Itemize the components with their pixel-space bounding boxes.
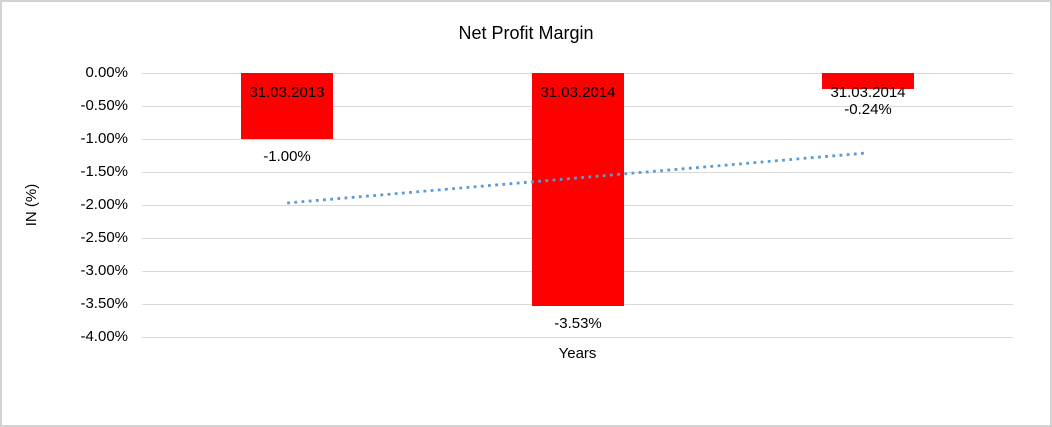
chart-title: Net Profit Margin <box>458 23 594 43</box>
y-tick-label: 0.00% <box>85 64 128 81</box>
bar-category-label: 31.03.2014 <box>540 84 616 101</box>
y-tick-label: -1.50% <box>80 163 128 180</box>
bar-value-label: -0.24% <box>844 101 892 118</box>
y-tick-label: -4.00% <box>80 328 128 345</box>
bar <box>532 73 624 306</box>
y-tick-label: -2.00% <box>80 196 128 213</box>
trendline-svg <box>287 151 868 205</box>
y-tick-label: -3.00% <box>80 262 128 279</box>
plot-area: 31.03.2013 -1.00% 31.03.2014 -3.53% 31.03.20… <box>142 73 1013 338</box>
y-tick-label: -2.50% <box>80 229 128 246</box>
bar <box>241 73 333 139</box>
x-axis-title: Years <box>558 345 597 362</box>
y-tick-label: -1.00% <box>80 130 128 147</box>
bar-category-label: 31.03.2014 <box>830 84 906 101</box>
bar-category-label: 31.03.2013 <box>249 84 325 101</box>
y-tick-label: -3.50% <box>80 295 128 312</box>
gridline <box>142 337 1013 338</box>
bar-value-label: -1.00% <box>263 148 311 165</box>
y-axis-tick-labels: 0.00% -0.50% -1.00% -1.50% -2.00% -2.50% -3.00… <box>2 64 128 345</box>
y-tick-label: -0.50% <box>80 97 128 114</box>
bar <box>822 73 914 89</box>
bar-value-label: -3.53% <box>554 315 602 332</box>
trendline <box>287 151 868 205</box>
